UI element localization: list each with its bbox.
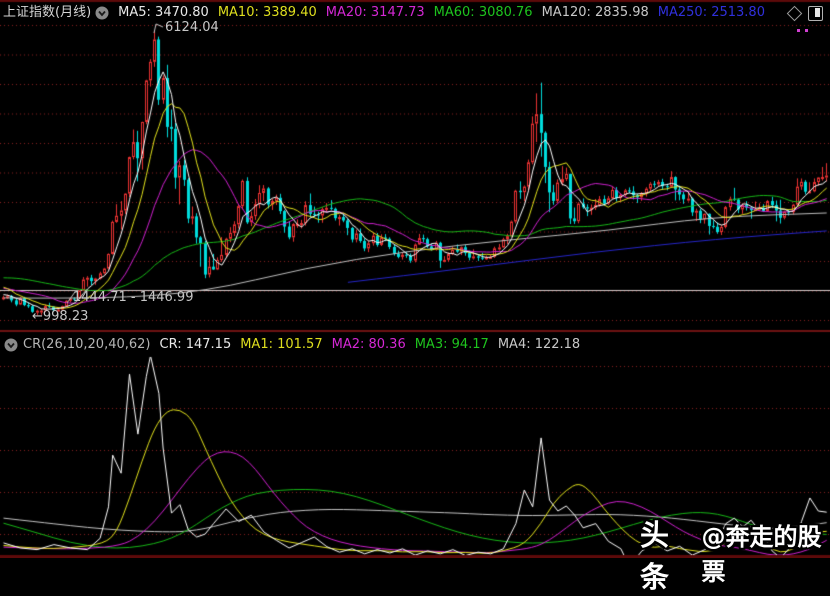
- ma5-legend: MA5: 3470.80: [118, 5, 209, 20]
- ma250-legend: MA250: 2513.80: [657, 5, 765, 20]
- chart-title: 上证指数(月线): [3, 5, 92, 20]
- cr-indicator-name: CR(26,10,20,40,62): [23, 337, 151, 352]
- magenta-dot: [805, 29, 808, 32]
- cr-ma3-value: MA3: 94.17: [414, 337, 489, 352]
- cr-ma4-value: MA4: 122.18: [497, 337, 581, 352]
- low-price-label: ←998.23: [32, 309, 89, 324]
- magenta-dot: [797, 29, 800, 32]
- watermark-brand: 头条: [640, 518, 671, 594]
- ma60-legend: MA60: 3080.76: [433, 5, 533, 20]
- level-range-label: 1444.71 - 1446.99: [73, 290, 194, 305]
- peak-price-label: 6124.04: [165, 20, 219, 35]
- watermark-handle: @奔走的股票: [701, 523, 822, 586]
- ma10-legend: MA10: 3389.40: [217, 5, 317, 20]
- panel-icon[interactable]: [808, 5, 823, 21]
- chart-canvas[interactable]: [0, 0, 830, 558]
- cr-value: CR: 147.15: [159, 337, 232, 352]
- watermark: 头条 @奔走的股票: [640, 512, 830, 596]
- cr-ma2-value: MA2: 80.36: [331, 337, 406, 352]
- main-chart-header: 上证指数(月线) MA5: 3470.80 MA10: 3389.40 MA20…: [0, 3, 830, 23]
- chevron-down-icon[interactable]: [95, 6, 109, 20]
- diamond-icon[interactable]: [786, 5, 803, 21]
- cr-ma1-value: MA1: 101.57: [240, 337, 323, 352]
- chevron-down-icon[interactable]: [4, 338, 18, 352]
- ma20-legend: MA20: 3147.73: [325, 5, 425, 20]
- ma120-legend: MA120: 2835.98: [541, 5, 649, 20]
- header-toolbar: [786, 5, 823, 21]
- cr-indicator-header: CR(26,10,20,40,62) CR: 147.15 MA1: 101.5…: [0, 336, 830, 354]
